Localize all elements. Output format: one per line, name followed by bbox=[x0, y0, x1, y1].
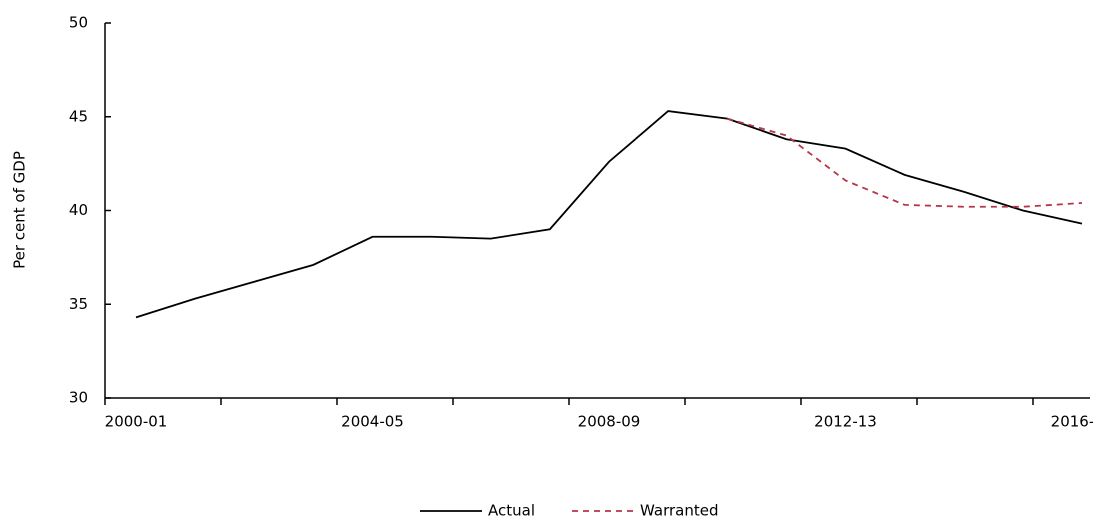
x-tick-label: 2016-17 bbox=[1051, 413, 1093, 431]
y-tick-label: 30 bbox=[69, 389, 88, 407]
x-tick-label: 2008-09 bbox=[578, 413, 641, 431]
legend-label: Warranted bbox=[640, 502, 718, 520]
legend-label: Actual bbox=[488, 502, 535, 520]
series-line bbox=[727, 117, 1083, 208]
y-tick-label: 50 bbox=[69, 14, 88, 32]
x-tick-label: 2000-01 bbox=[105, 413, 168, 431]
y-axis-title: Per cent of GDP bbox=[11, 151, 29, 269]
x-tick-label: 2004-05 bbox=[341, 413, 404, 431]
series-line bbox=[135, 110, 1083, 319]
x-tick-label: 2012-13 bbox=[814, 413, 877, 431]
y-tick-label: 35 bbox=[69, 295, 88, 313]
y-tick-label: 40 bbox=[69, 201, 88, 219]
y-tick-label: 45 bbox=[69, 107, 88, 125]
